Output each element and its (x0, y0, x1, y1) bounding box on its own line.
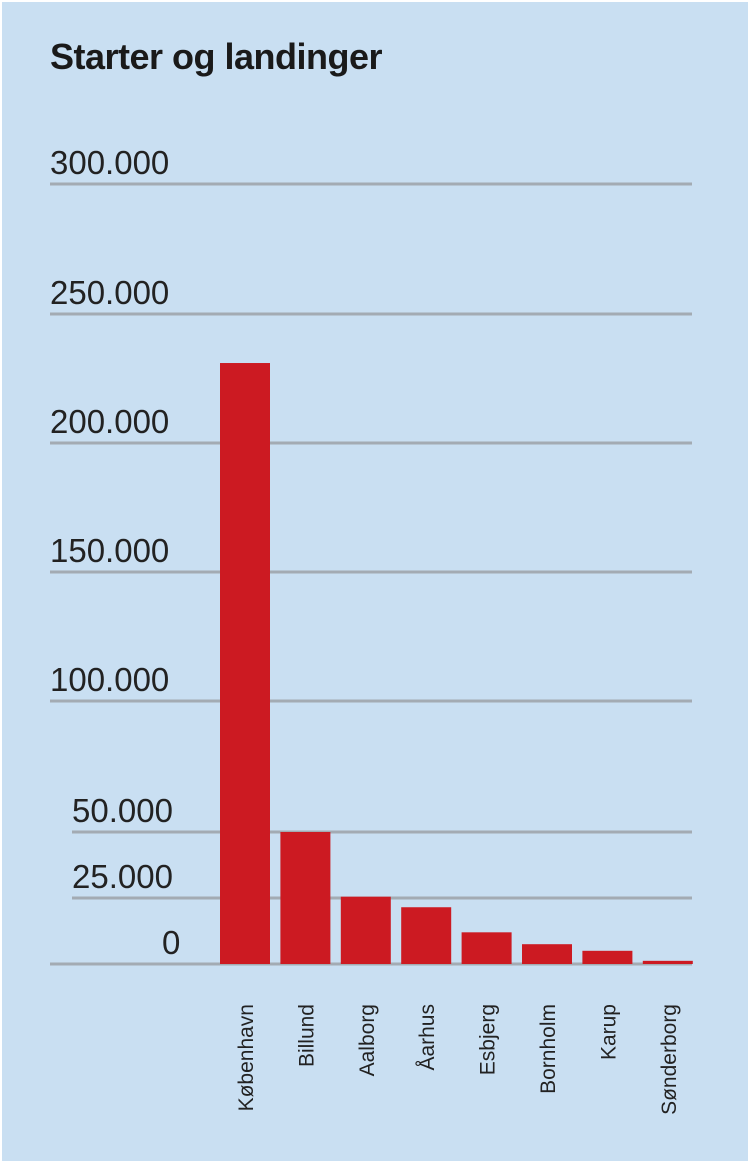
x-tick-label: Esbjerg (477, 1004, 500, 1075)
bar-københavn (220, 363, 270, 964)
y-tick-label: 150.000 (50, 532, 169, 569)
bar-åarhus (401, 907, 452, 964)
y-tick-label: 0 (162, 924, 180, 961)
x-tick-label: Aalborg (356, 1004, 379, 1076)
x-tick-label: Sønderborg (658, 1004, 681, 1115)
bar-aalborg (340, 896, 391, 964)
x-tick-label: Karup (597, 1004, 620, 1060)
x-tick-label: Billund (295, 1004, 318, 1067)
bar-karup (582, 950, 633, 964)
bar-bornholm (522, 944, 572, 964)
y-tick-label: 300.000 (50, 144, 169, 181)
x-tick-label: Åarhus (416, 1004, 439, 1071)
x-tick-label: København (235, 1004, 258, 1111)
bar-esbjerg (461, 932, 512, 964)
bar-sønderborg (642, 960, 693, 964)
y-tick-label: 200.000 (50, 403, 169, 440)
bar-billund (280, 832, 331, 964)
y-tick-label: 50.000 (72, 792, 173, 829)
y-tick-label: 25.000 (72, 858, 173, 895)
y-tick-label: 100.000 (50, 661, 169, 698)
x-tick-label: Bornholm (537, 1004, 560, 1094)
y-tick-label: 250.000 (50, 274, 169, 311)
chart-title: Starter og landinger (50, 36, 383, 77)
